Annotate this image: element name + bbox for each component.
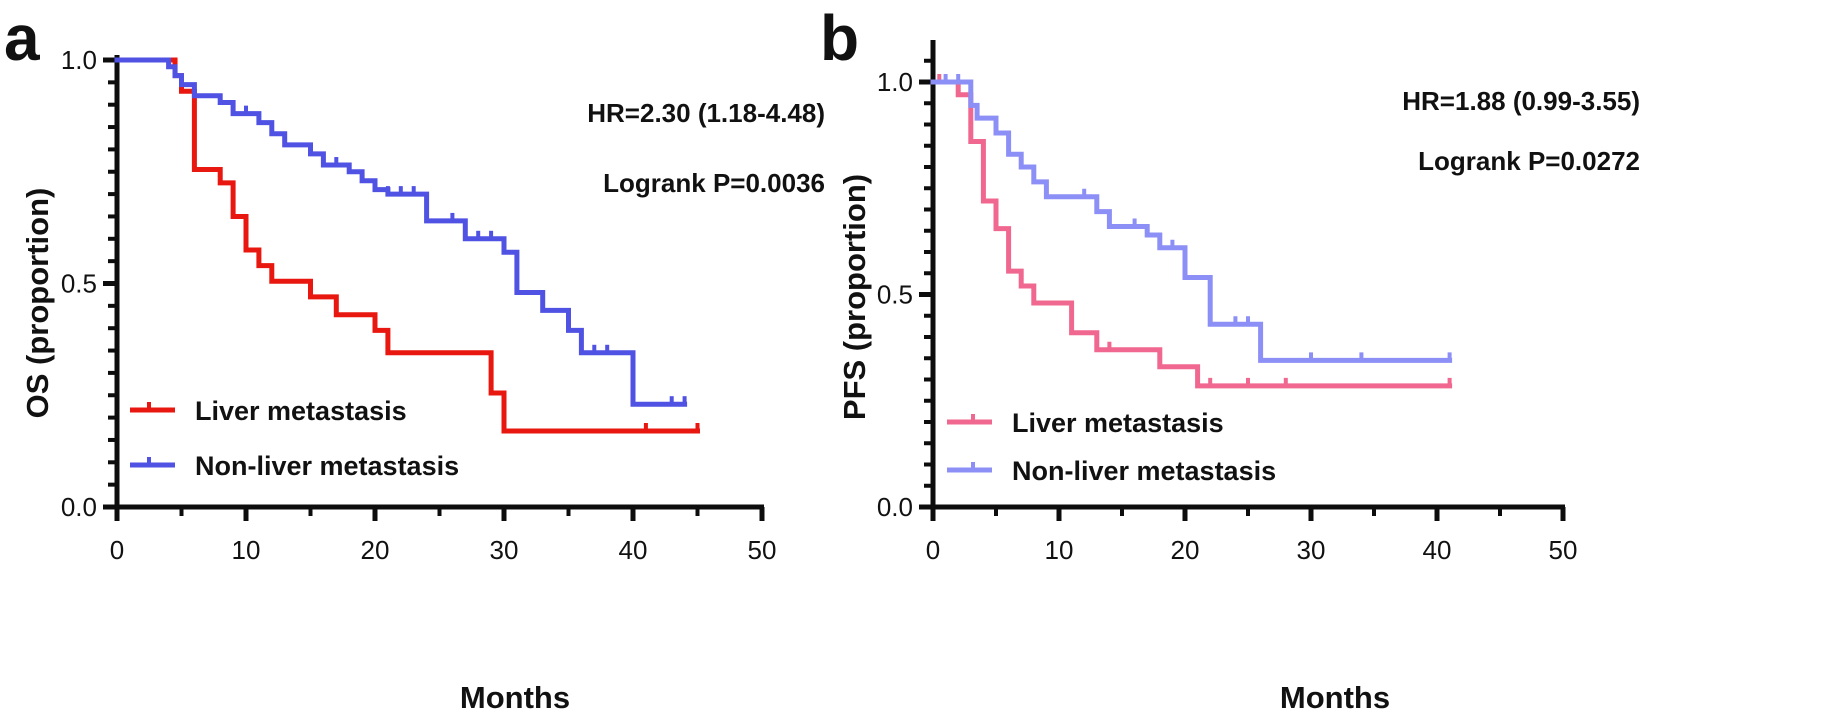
x-tick-label: 50 [748, 535, 777, 565]
x-tick-label: 30 [490, 535, 519, 565]
panel-letter: b [820, 2, 859, 74]
survival-curve-liver-metastasis [930, 79, 1453, 389]
panel-b: b HR=1.88 (0.99-3.55) Logrank P=0.0272 P… [820, 2, 1640, 715]
x-tick-labels: 0 10 20 30 40 50 [110, 535, 777, 565]
y-axis-title: PFS (proportion) [837, 174, 872, 420]
axes [103, 55, 765, 521]
y-tick-labels: 0.0 0.5 1.0 [877, 67, 913, 522]
y-tick-label: 0.5 [61, 269, 97, 299]
y-tick-label: 1.0 [877, 67, 913, 97]
legend-label-non-liver-metastasis: Non-liver metastasis [195, 451, 459, 481]
x-tick-label: 0 [110, 535, 124, 565]
x-tick-label: 40 [1423, 535, 1452, 565]
logrank-p-text: Logrank P=0.0036 [603, 168, 825, 198]
hazard-ratio-text: HR=2.30 (1.18-4.48) [587, 98, 825, 128]
x-tick-label: 40 [619, 535, 648, 565]
x-tick-labels: 0 10 20 30 40 50 [926, 535, 1578, 565]
legend: Liver metastasis Non-liver metastasis [130, 396, 459, 481]
axes [919, 40, 1566, 521]
x-axis-title: Months [460, 680, 570, 715]
x-tick-label: 20 [1171, 535, 1200, 565]
y-tick-label: 0.5 [877, 280, 913, 310]
survival-curves [930, 74, 1453, 389]
y-tick-labels: 0.0 0.5 1.0 [61, 45, 97, 522]
legend-label-liver-metastasis: Liver metastasis [195, 396, 407, 426]
x-tick-label: 10 [232, 535, 261, 565]
survival-curves [114, 57, 700, 434]
x-tick-label: 10 [1045, 535, 1074, 565]
legend-label-non-liver-metastasis: Non-liver metastasis [1012, 456, 1276, 486]
x-tick-label: 20 [361, 535, 390, 565]
y-tick-label: 0.0 [61, 492, 97, 522]
logrank-p-text: Logrank P=0.0272 [1418, 146, 1640, 176]
y-tick-label: 0.0 [877, 492, 913, 522]
x-tick-label: 0 [926, 535, 940, 565]
legend-label-liver-metastasis: Liver metastasis [1012, 408, 1224, 438]
legend: Liver metastasis Non-liver metastasis [947, 408, 1276, 486]
panel-letter: a [4, 2, 40, 74]
x-axis-title: Months [1280, 680, 1390, 715]
panel-a: a HR=2.30 (1.18-4.48) Logrank P=0.0036 O… [4, 2, 825, 715]
x-tick-label: 30 [1297, 535, 1326, 565]
y-axis-title: OS (proportion) [20, 188, 55, 419]
y-tick-label: 1.0 [61, 45, 97, 75]
x-tick-label: 50 [1549, 535, 1578, 565]
hazard-ratio-text: HR=1.88 (0.99-3.55) [1402, 86, 1640, 116]
survival-curve-non-liver-metastasis [930, 79, 1453, 363]
